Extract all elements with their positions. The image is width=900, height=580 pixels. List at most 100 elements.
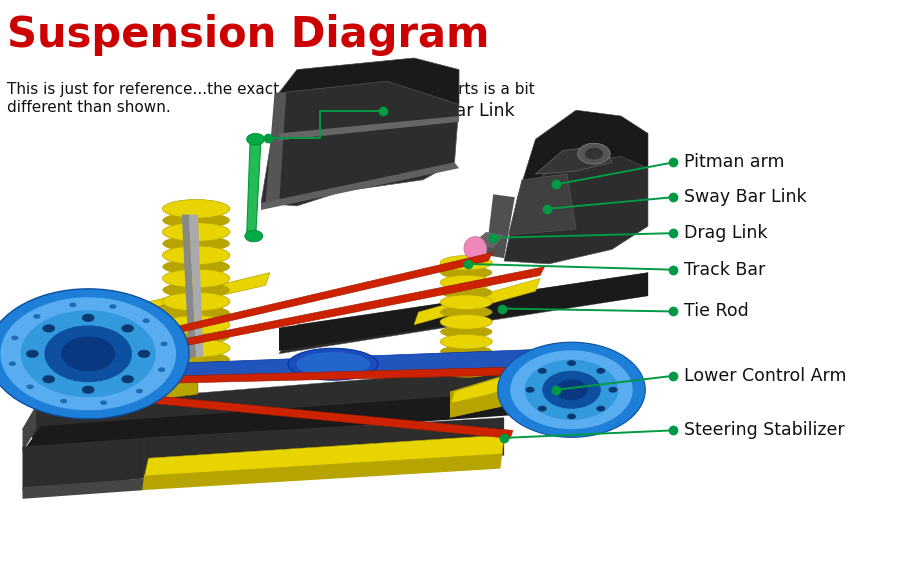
Circle shape bbox=[136, 389, 143, 393]
Polygon shape bbox=[518, 110, 648, 197]
Ellipse shape bbox=[162, 246, 230, 264]
Polygon shape bbox=[504, 157, 648, 264]
Polygon shape bbox=[22, 438, 144, 490]
Circle shape bbox=[597, 368, 606, 374]
Ellipse shape bbox=[162, 292, 230, 311]
Ellipse shape bbox=[440, 354, 492, 369]
Circle shape bbox=[160, 342, 167, 346]
Circle shape bbox=[122, 375, 134, 383]
Ellipse shape bbox=[162, 305, 230, 321]
Polygon shape bbox=[22, 406, 36, 452]
Polygon shape bbox=[189, 215, 203, 357]
Text: Sway Bar Link: Sway Bar Link bbox=[392, 102, 514, 121]
Polygon shape bbox=[144, 418, 504, 478]
Circle shape bbox=[597, 406, 606, 412]
Circle shape bbox=[42, 324, 55, 332]
Circle shape bbox=[525, 360, 618, 420]
Circle shape bbox=[9, 361, 16, 366]
Circle shape bbox=[82, 386, 94, 394]
Polygon shape bbox=[101, 267, 544, 362]
Polygon shape bbox=[266, 93, 286, 206]
Ellipse shape bbox=[440, 325, 492, 338]
Circle shape bbox=[60, 399, 68, 404]
Polygon shape bbox=[450, 372, 585, 418]
Ellipse shape bbox=[162, 223, 230, 241]
Polygon shape bbox=[486, 194, 515, 258]
Polygon shape bbox=[101, 252, 493, 351]
Ellipse shape bbox=[440, 255, 492, 270]
Polygon shape bbox=[117, 273, 270, 319]
Polygon shape bbox=[88, 348, 576, 383]
Circle shape bbox=[537, 368, 546, 374]
Circle shape bbox=[247, 133, 265, 145]
Polygon shape bbox=[88, 365, 580, 385]
Polygon shape bbox=[279, 273, 648, 354]
Polygon shape bbox=[508, 174, 576, 235]
Text: Track Bar: Track Bar bbox=[684, 260, 765, 279]
Polygon shape bbox=[450, 351, 585, 418]
Ellipse shape bbox=[464, 237, 487, 260]
Circle shape bbox=[245, 230, 263, 242]
Ellipse shape bbox=[162, 235, 230, 252]
Polygon shape bbox=[54, 377, 198, 412]
Circle shape bbox=[555, 379, 588, 400]
Text: Pitman arm: Pitman arm bbox=[684, 153, 785, 172]
Polygon shape bbox=[22, 365, 558, 441]
Circle shape bbox=[27, 385, 34, 389]
Ellipse shape bbox=[440, 314, 492, 329]
Polygon shape bbox=[144, 435, 504, 478]
Text: Sway Bar Link: Sway Bar Link bbox=[684, 188, 806, 206]
Circle shape bbox=[537, 406, 546, 412]
Circle shape bbox=[578, 143, 610, 164]
Text: This is just for reference...the exact orientation of some parts is a bit
differ: This is just for reference...the exact o… bbox=[7, 82, 535, 115]
Polygon shape bbox=[261, 162, 459, 210]
Ellipse shape bbox=[162, 351, 230, 368]
Circle shape bbox=[0, 289, 189, 419]
Ellipse shape bbox=[440, 306, 492, 318]
Polygon shape bbox=[279, 116, 459, 140]
Polygon shape bbox=[279, 58, 459, 104]
Ellipse shape bbox=[440, 365, 492, 378]
Circle shape bbox=[498, 342, 645, 437]
Text: Lower Control Arm: Lower Control Arm bbox=[684, 367, 847, 385]
Polygon shape bbox=[142, 454, 502, 490]
Circle shape bbox=[45, 326, 131, 382]
Circle shape bbox=[109, 304, 116, 309]
Circle shape bbox=[100, 400, 107, 405]
Circle shape bbox=[142, 318, 149, 323]
Ellipse shape bbox=[162, 339, 230, 357]
Circle shape bbox=[567, 414, 576, 419]
Circle shape bbox=[26, 350, 39, 358]
Circle shape bbox=[33, 314, 40, 319]
Polygon shape bbox=[247, 138, 261, 238]
Text: Drag Link: Drag Link bbox=[684, 224, 768, 242]
Polygon shape bbox=[536, 145, 612, 174]
Circle shape bbox=[42, 375, 55, 383]
Ellipse shape bbox=[288, 348, 378, 380]
Polygon shape bbox=[261, 81, 459, 206]
Polygon shape bbox=[117, 293, 216, 331]
Ellipse shape bbox=[440, 295, 492, 310]
Polygon shape bbox=[22, 389, 558, 452]
Polygon shape bbox=[450, 351, 585, 406]
Polygon shape bbox=[472, 232, 504, 248]
Ellipse shape bbox=[440, 345, 492, 358]
Polygon shape bbox=[279, 273, 648, 351]
Circle shape bbox=[158, 367, 166, 372]
Ellipse shape bbox=[296, 352, 370, 376]
Ellipse shape bbox=[162, 259, 230, 275]
Circle shape bbox=[21, 310, 156, 397]
Ellipse shape bbox=[440, 275, 492, 290]
Ellipse shape bbox=[440, 334, 492, 349]
Circle shape bbox=[608, 387, 617, 393]
Ellipse shape bbox=[162, 212, 230, 229]
Polygon shape bbox=[414, 278, 540, 325]
Circle shape bbox=[585, 148, 603, 160]
Polygon shape bbox=[54, 339, 198, 412]
Text: Tie Rod: Tie Rod bbox=[684, 302, 749, 321]
Polygon shape bbox=[90, 390, 513, 438]
Circle shape bbox=[61, 336, 115, 371]
Circle shape bbox=[122, 324, 134, 332]
Ellipse shape bbox=[162, 316, 230, 334]
Circle shape bbox=[543, 371, 600, 408]
